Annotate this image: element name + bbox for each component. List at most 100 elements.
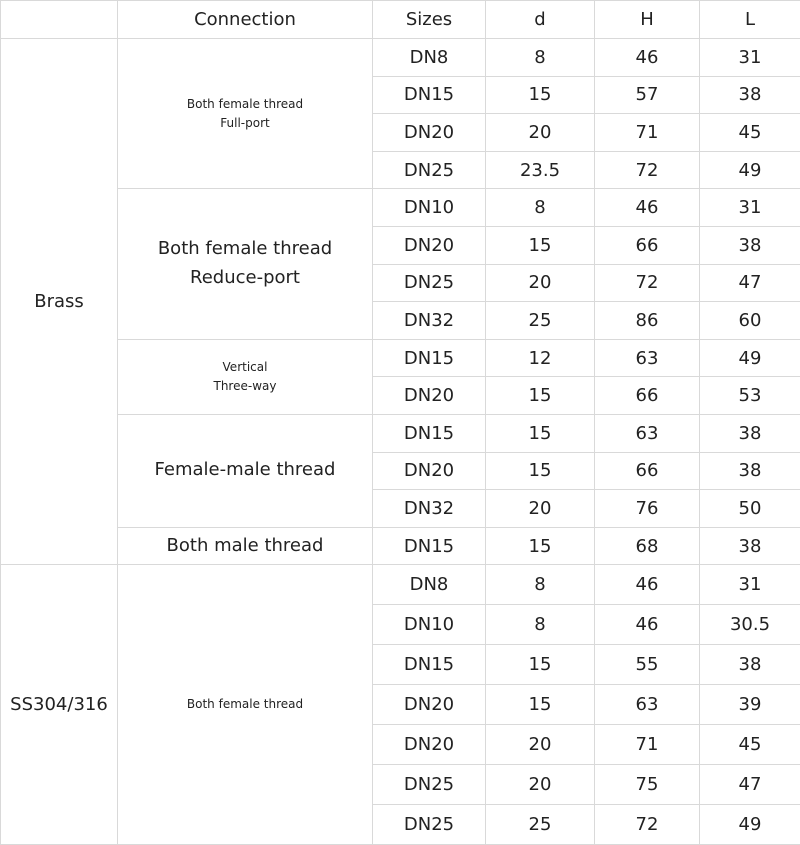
d-cell: 8 <box>486 605 595 645</box>
size-cell: DN10 <box>373 605 486 645</box>
connection-line: Female-male thread <box>118 456 372 485</box>
size-cell: DN15 <box>373 339 486 377</box>
d-cell: 20 <box>486 114 595 152</box>
d-cell: 25 <box>486 804 595 844</box>
h-cell: 63 <box>595 684 700 724</box>
d-cell: 15 <box>486 645 595 685</box>
h-cell: 46 <box>595 189 700 227</box>
connection-cell: Female-male thread <box>118 414 373 527</box>
l-cell: 39 <box>700 684 800 724</box>
size-cell: DN8 <box>373 39 486 77</box>
material-cell: Brass <box>1 39 118 565</box>
h-cell: 63 <box>595 339 700 377</box>
size-cell: DN25 <box>373 764 486 804</box>
l-cell: 31 <box>700 39 800 77</box>
header-cell: Sizes <box>373 1 486 39</box>
d-cell: 12 <box>486 339 595 377</box>
h-cell: 63 <box>595 414 700 452</box>
material-cell: SS304/316 <box>1 565 118 844</box>
h-cell: 57 <box>595 76 700 114</box>
h-cell: 72 <box>595 264 700 302</box>
l-cell: 31 <box>700 189 800 227</box>
header-cell <box>1 1 118 39</box>
d-cell: 8 <box>486 39 595 77</box>
l-cell: 60 <box>700 302 800 340</box>
size-cell: DN20 <box>373 377 486 415</box>
l-cell: 38 <box>700 76 800 114</box>
l-cell: 47 <box>700 764 800 804</box>
d-cell: 20 <box>486 490 595 528</box>
connection-line: Both male thread <box>118 532 372 561</box>
size-cell: DN20 <box>373 684 486 724</box>
connection-line: Both female thread <box>118 95 372 114</box>
h-cell: 75 <box>595 764 700 804</box>
size-cell: DN15 <box>373 414 486 452</box>
header-cell: H <box>595 1 700 39</box>
h-cell: 66 <box>595 452 700 490</box>
connection-cell: Both male thread <box>118 527 373 565</box>
size-cell: DN20 <box>373 114 486 152</box>
size-cell: DN15 <box>373 76 486 114</box>
connection-line: Reduce-port <box>118 264 372 293</box>
d-cell: 20 <box>486 264 595 302</box>
size-cell: DN25 <box>373 264 486 302</box>
l-cell: 31 <box>700 565 800 605</box>
d-cell: 25 <box>486 302 595 340</box>
size-cell: DN8 <box>373 565 486 605</box>
h-cell: 66 <box>595 226 700 264</box>
l-cell: 47 <box>700 264 800 302</box>
d-cell: 15 <box>486 414 595 452</box>
l-cell: 50 <box>700 490 800 528</box>
size-cell: DN20 <box>373 226 486 264</box>
h-cell: 72 <box>595 151 700 189</box>
size-cell: DN25 <box>373 151 486 189</box>
d-cell: 15 <box>486 76 595 114</box>
h-cell: 86 <box>595 302 700 340</box>
l-cell: 38 <box>700 645 800 685</box>
size-cell: DN10 <box>373 189 486 227</box>
d-cell: 23.5 <box>486 151 595 189</box>
size-cell: DN25 <box>373 804 486 844</box>
header-cell: L <box>700 1 800 39</box>
l-cell: 38 <box>700 226 800 264</box>
h-cell: 46 <box>595 39 700 77</box>
l-cell: 30.5 <box>700 605 800 645</box>
h-cell: 46 <box>595 605 700 645</box>
h-cell: 68 <box>595 527 700 565</box>
h-cell: 66 <box>595 377 700 415</box>
header-cell: d <box>486 1 595 39</box>
l-cell: 53 <box>700 377 800 415</box>
h-cell: 71 <box>595 114 700 152</box>
d-cell: 20 <box>486 764 595 804</box>
l-cell: 49 <box>700 151 800 189</box>
d-cell: 20 <box>486 724 595 764</box>
d-cell: 8 <box>486 565 595 605</box>
connection-cell: Both female thread <box>118 565 373 844</box>
d-cell: 15 <box>486 226 595 264</box>
d-cell: 15 <box>486 452 595 490</box>
d-cell: 15 <box>486 684 595 724</box>
connection-line: Both female thread <box>118 695 372 714</box>
connection-line: Full-port <box>118 114 372 133</box>
d-cell: 8 <box>486 189 595 227</box>
d-cell: 15 <box>486 377 595 415</box>
header-cell: Connection <box>118 1 373 39</box>
h-cell: 46 <box>595 565 700 605</box>
l-cell: 38 <box>700 414 800 452</box>
size-cell: DN15 <box>373 645 486 685</box>
h-cell: 72 <box>595 804 700 844</box>
l-cell: 38 <box>700 527 800 565</box>
l-cell: 49 <box>700 804 800 844</box>
connection-line: Three-way <box>118 377 372 396</box>
